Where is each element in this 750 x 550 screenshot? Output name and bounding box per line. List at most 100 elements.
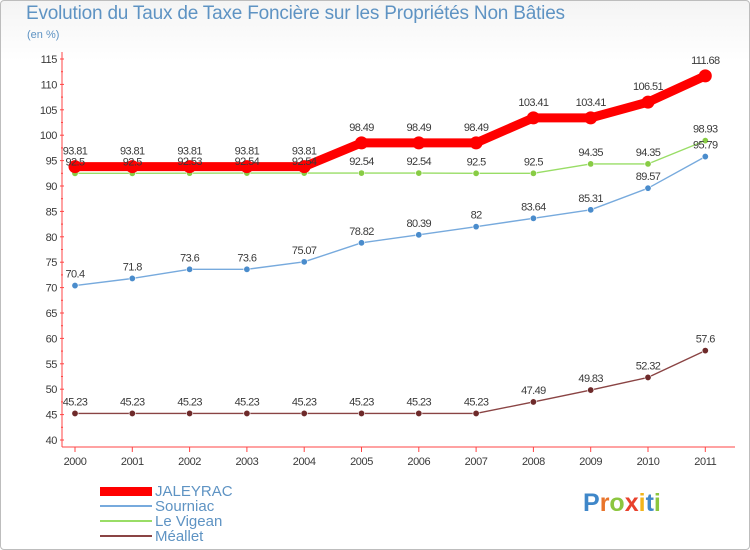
data-point <box>125 160 139 174</box>
chart-title: Evolution du Taux de Taxe Foncière sur l… <box>26 3 565 24</box>
y-tick-label: 100 <box>40 130 57 142</box>
data-point <box>529 169 537 177</box>
data-point <box>300 258 308 266</box>
data-label: 92.5 <box>65 156 84 168</box>
data-label: 82 <box>471 210 483 222</box>
data-point <box>186 265 194 273</box>
x-tick-label: 2004 <box>293 456 316 468</box>
legend-label: Méallet <box>155 528 204 545</box>
series-line-le vigean <box>74 139 706 175</box>
data-point <box>71 409 79 417</box>
data-point <box>355 136 368 150</box>
data-label: 71.8 <box>123 261 142 273</box>
data-point <box>644 373 652 381</box>
data-point <box>587 386 595 394</box>
data-label: 93.81 <box>235 146 260 158</box>
data-point <box>183 160 197 174</box>
x-tick-label: 2003 <box>235 456 258 468</box>
data-label: 94.35 <box>636 147 661 159</box>
x-tick-label: 2000 <box>64 456 87 468</box>
x-tick-label: 2011 <box>694 456 716 468</box>
series-line-sourniac <box>74 155 706 287</box>
data-label: 45.23 <box>407 396 432 408</box>
data-label: 93.81 <box>63 146 88 158</box>
data-label: 103.41 <box>518 97 549 109</box>
data-point <box>412 136 426 150</box>
data-label: 93.81 <box>177 146 202 158</box>
logo-letter: o <box>609 489 625 517</box>
logo-letter: r <box>599 489 610 517</box>
data-label: 92.53 <box>177 156 202 168</box>
data-label: 49.83 <box>578 373 603 385</box>
proxiti-logo: Proxiti <box>583 489 661 518</box>
data-label: 47.49 <box>521 385 546 397</box>
data-label: 73.6 <box>237 252 256 264</box>
y-tick-label: 70 <box>46 283 58 295</box>
x-tick-label: 2009 <box>579 456 602 468</box>
data-point <box>472 169 480 177</box>
y-tick-label: 90 <box>46 181 58 193</box>
data-point <box>529 214 537 222</box>
data-point <box>644 160 652 168</box>
data-label: 80.39 <box>407 218 432 230</box>
logo-letter: i <box>638 489 646 517</box>
y-tick-label: 105 <box>40 105 57 117</box>
data-point <box>698 69 712 83</box>
y-tick-label: 85 <box>46 206 58 218</box>
data-label: 45.23 <box>349 396 374 408</box>
data-label: 98.93 <box>693 124 718 136</box>
data-label: 92.5 <box>524 156 543 168</box>
y-tick-label: 80 <box>46 232 58 244</box>
data-label: 45.23 <box>464 396 489 408</box>
data-point <box>357 169 365 177</box>
data-label: 89.57 <box>636 171 661 183</box>
y-tick-label: 40 <box>46 435 58 447</box>
data-label: 95.79 <box>693 140 718 152</box>
data-point <box>644 184 652 192</box>
data-point <box>300 409 308 417</box>
data-label: 92.54 <box>292 156 317 168</box>
legend-label: Sourniac <box>155 498 215 515</box>
data-point <box>240 160 254 174</box>
data-point <box>584 111 598 125</box>
data-label: 52.32 <box>636 360 661 372</box>
data-point <box>357 409 365 417</box>
data-point <box>701 153 709 161</box>
data-point <box>71 282 79 290</box>
x-tick-label: 2001 <box>121 456 144 468</box>
data-label: 75.07 <box>292 245 317 257</box>
data-point <box>415 231 423 239</box>
data-point <box>641 95 655 109</box>
logo-letter: i <box>653 489 661 517</box>
data-label: 94.35 <box>578 147 603 159</box>
data-label: 85.31 <box>578 193 603 205</box>
data-label: 98.49 <box>464 122 489 134</box>
data-label: 111.68 <box>691 55 720 67</box>
y-tick-label: 45 <box>46 410 58 422</box>
y-tick-label: 65 <box>46 308 58 320</box>
data-label: 92.5 <box>467 156 486 168</box>
data-point <box>357 239 365 247</box>
data-point <box>128 274 136 282</box>
x-tick-label: 2010 <box>637 456 660 468</box>
series-line-méallet <box>74 349 706 415</box>
data-point <box>701 347 709 355</box>
data-point <box>186 409 194 417</box>
data-label: 78.82 <box>349 226 374 238</box>
data-point <box>128 409 136 417</box>
data-label: 103.41 <box>576 97 607 109</box>
data-label: 92.54 <box>349 156 374 168</box>
y-tick-label: 95 <box>46 156 58 168</box>
data-point <box>529 398 537 406</box>
data-label: 57.6 <box>696 334 715 346</box>
data-label: 93.81 <box>292 146 317 158</box>
legend-swatch <box>100 505 152 507</box>
y-tick-label: 60 <box>46 333 58 345</box>
data-point <box>469 136 483 150</box>
data-label: 93.81 <box>120 146 145 158</box>
logo-letter: x <box>624 489 639 517</box>
x-tick-label: 2005 <box>350 456 373 468</box>
data-point <box>587 160 595 168</box>
